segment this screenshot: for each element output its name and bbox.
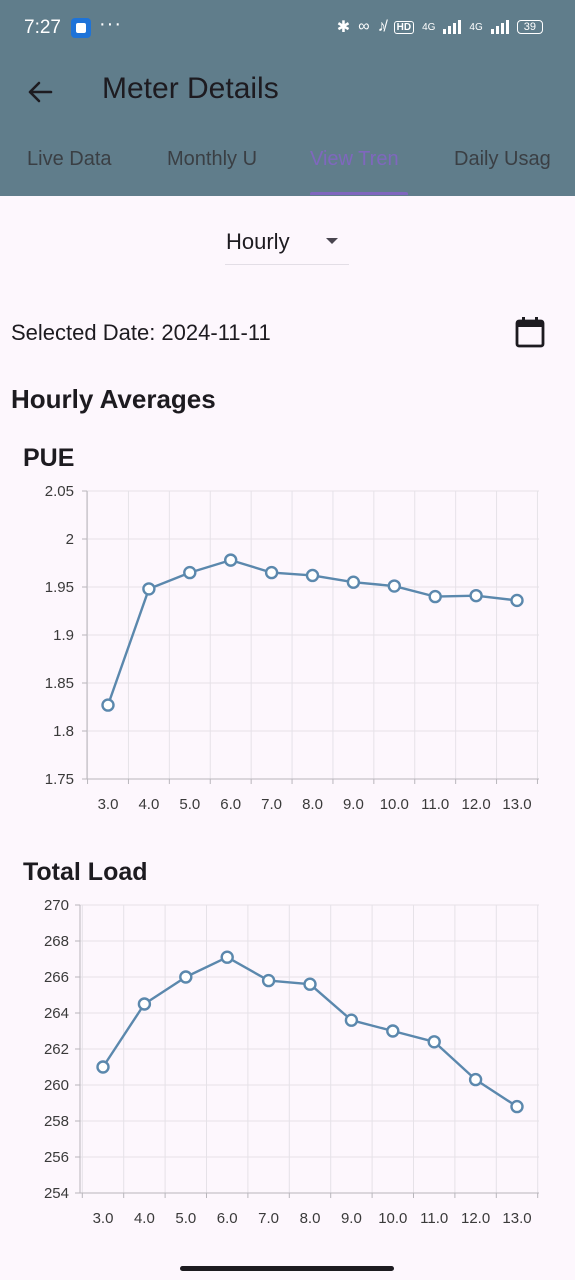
total-load-chart: 270 268 266 264 262 260 258 256 254 3.0 4.0 5.0 6.0 7… <box>44 897 539 1227</box>
data-point[interactable] <box>101 698 115 712</box>
data-point[interactable] <box>142 582 156 596</box>
x-tick-label: 4.0 <box>134 1210 155 1227</box>
data-point[interactable] <box>469 588 483 603</box>
tab-daily-usage[interactable]: Daily Usag <box>454 148 551 170</box>
x-tick-label: 7.0 <box>258 1210 279 1227</box>
calendar-icon <box>515 317 545 348</box>
y-tick-label: 268 <box>44 933 69 950</box>
x-tick-label: 9.0 <box>341 1210 362 1227</box>
x-tick-label: 10.0 <box>380 796 409 813</box>
signal-icon <box>443 20 462 34</box>
data-point[interactable] <box>179 970 193 984</box>
x-tick-label: 7.0 <box>261 796 282 813</box>
y-tick-label: 2 <box>66 531 74 548</box>
chart-title-pue: PUE <box>23 444 75 472</box>
more-notifications-icon: ··· <box>99 13 122 35</box>
data-point[interactable] <box>264 565 279 580</box>
x-tick-label: 3.0 <box>93 1210 114 1227</box>
data-point[interactable] <box>427 1035 441 1049</box>
battery-icon: 39 <box>516 20 543 34</box>
data-point[interactable] <box>183 565 197 580</box>
tab-monthly-usage[interactable]: Monthly U <box>167 148 258 170</box>
y-tick-label: 1.85 <box>45 675 74 692</box>
active-tab-indicator <box>310 192 408 195</box>
data-point[interactable] <box>220 950 234 964</box>
status-icons: ✱ ∞ ♪̸ HD 4G 4G 39 <box>337 17 543 37</box>
y-tick-label: 270 <box>44 897 69 914</box>
x-tick-label: 6.0 <box>220 796 241 813</box>
data-point[interactable] <box>428 589 442 604</box>
y-tick-label: 254 <box>44 1185 69 1202</box>
data-point[interactable] <box>223 553 238 567</box>
outlook-notification-icon <box>71 18 91 38</box>
y-tick-label: 2.05 <box>45 483 74 500</box>
y-tick-label: 266 <box>44 969 69 986</box>
hd-badge: HD <box>393 20 415 34</box>
mute-icon: ♪̸ <box>377 18 386 35</box>
y-tick-label: 256 <box>44 1149 69 1166</box>
data-point[interactable] <box>346 575 361 589</box>
chart-title-total-load: Total Load <box>23 858 148 886</box>
home-indicator[interactable] <box>180 1266 394 1271</box>
y-tick-label: 1.9 <box>53 627 74 644</box>
section-title: Hourly Averages <box>11 384 216 414</box>
data-point[interactable] <box>261 973 276 988</box>
dropdown-selected-value: Hourly <box>226 229 290 254</box>
data-point[interactable] <box>137 997 152 1011</box>
x-tick-label: 12.0 <box>461 1210 490 1227</box>
link-icon: ∞ <box>358 18 370 35</box>
y-tick-label: 264 <box>44 1005 69 1022</box>
y-tick-label: 258 <box>44 1113 69 1130</box>
y-tick-label: 262 <box>44 1041 69 1058</box>
calendar-button[interactable] <box>510 312 550 352</box>
x-tick-label: 8.0 <box>302 796 323 813</box>
interval-dropdown[interactable]: Hourly <box>225 222 349 265</box>
data-point[interactable] <box>468 1072 483 1087</box>
y-tick-label: 1.95 <box>45 579 74 596</box>
data-point[interactable] <box>510 593 524 608</box>
dropdown-arrow-icon <box>326 238 338 244</box>
x-tick-label: 11.0 <box>421 796 449 813</box>
data-point[interactable] <box>96 1060 110 1074</box>
x-tick-label: 10.0 <box>378 1210 407 1227</box>
x-tick-label: 5.0 <box>179 796 200 813</box>
y-tick-label: 1.8 <box>53 723 74 740</box>
data-point[interactable] <box>303 977 317 991</box>
y-tick-label: 260 <box>44 1077 69 1094</box>
pue-chart: 2.05 2 1.95 1.9 1.85 1.8 1.75 3.0 4.0 5.0 6.0 7.0 8.… <box>45 483 539 813</box>
page-title: Meter Details <box>102 72 279 105</box>
x-tick-label: 9.0 <box>343 796 364 813</box>
x-tick-label: 11.0 <box>420 1210 448 1227</box>
selected-date-label: Selected Date: 2024-11-11 <box>11 320 271 345</box>
status-time: 7:27 <box>24 17 61 38</box>
x-tick-label: 12.0 <box>461 796 490 813</box>
bluetooth-icon: ✱ <box>336 19 351 36</box>
x-tick-label: 4.0 <box>138 796 159 813</box>
network-type-1: 4G <box>422 21 436 33</box>
status-bar: 7:27 ··· ✱ ∞ ♪̸ HD 4G 4G 39 <box>0 0 575 58</box>
data-point[interactable] <box>387 579 401 593</box>
x-tick-label: 13.0 <box>502 1210 531 1227</box>
tab-view-trends[interactable]: View Tren <box>310 148 399 170</box>
y-tick-label: 1.75 <box>45 771 74 788</box>
data-point[interactable] <box>305 568 320 583</box>
x-tick-label: 5.0 <box>175 1210 196 1227</box>
x-tick-label: 6.0 <box>217 1210 238 1227</box>
x-tick-label: 13.0 <box>502 796 531 813</box>
tab-live-data[interactable]: Live Data <box>27 148 112 170</box>
app-bar: Meter Details <box>0 58 575 132</box>
x-tick-label: 8.0 <box>300 1210 321 1227</box>
data-point[interactable] <box>386 1024 400 1038</box>
x-tick-label: 3.0 <box>98 796 119 813</box>
data-point[interactable] <box>510 1099 524 1114</box>
back-button[interactable] <box>18 70 62 114</box>
tab-bar: Live Data Monthly U View Tren Daily Usag <box>0 132 575 196</box>
signal-icon <box>490 20 509 34</box>
network-type-2: 4G <box>469 21 483 33</box>
arrow-left-icon <box>28 81 53 103</box>
data-point[interactable] <box>344 1013 359 1027</box>
